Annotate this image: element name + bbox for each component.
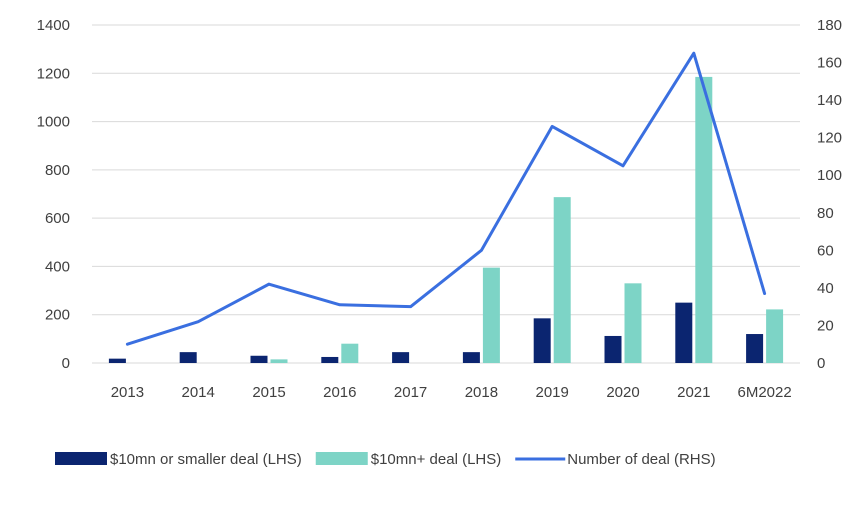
bar — [604, 335, 622, 363]
left-tick-label: 1400 — [37, 17, 70, 34]
bar — [746, 334, 764, 363]
legend-swatch-bar — [315, 452, 368, 465]
x-tick-label: 2016 — [323, 384, 356, 401]
bar — [766, 309, 784, 363]
left-tick-label: 0 — [62, 355, 70, 372]
bar — [108, 358, 126, 363]
legend-label: $10mn or smaller deal (LHS) — [110, 451, 302, 468]
right-tick-label: 140 — [817, 92, 842, 109]
x-tick-label: 2020 — [606, 384, 639, 401]
right-tick-label: 40 — [817, 280, 834, 297]
bar — [533, 318, 551, 363]
bar — [462, 352, 480, 363]
right-tick-label: 100 — [817, 167, 842, 184]
legend: $10mn or smaller deal (LHS) $10mn+ deal (… — [55, 451, 716, 468]
bar — [695, 76, 713, 364]
bar — [250, 355, 268, 363]
right-axis-ticks: 0 20 40 60 80 100 120 140 160 180 — [817, 17, 842, 372]
bar — [341, 343, 359, 363]
right-tick-label: 180 — [817, 17, 842, 34]
left-tick-label: 1200 — [37, 65, 70, 82]
x-tick-label: 2015 — [252, 384, 285, 401]
legend-label: Number of deal (RHS) — [567, 451, 715, 468]
bar — [675, 302, 693, 363]
x-tick-label: 6M2022 — [737, 384, 791, 401]
legend-label: $10mn+ deal (LHS) — [371, 451, 502, 468]
bar — [392, 352, 410, 363]
right-tick-label: 0 — [817, 355, 825, 372]
bar — [179, 352, 197, 363]
x-tick-label: 2014 — [182, 384, 215, 401]
right-tick-label: 60 — [817, 242, 834, 259]
x-tick-label: 2021 — [677, 384, 710, 401]
right-tick-label: 160 — [817, 55, 842, 72]
bar — [482, 267, 500, 363]
bar — [270, 359, 288, 363]
line-series — [125, 51, 767, 346]
x-tick-label: 2017 — [394, 384, 427, 401]
line-series-group — [125, 51, 767, 346]
right-tick-label: 20 — [817, 317, 834, 334]
bar — [624, 283, 642, 363]
right-tick-label: 120 — [817, 130, 842, 147]
bar — [553, 197, 571, 363]
gridlines — [92, 24, 800, 364]
x-tick-label: 2013 — [111, 384, 144, 401]
bar — [321, 356, 339, 363]
x-tick-label: 2018 — [465, 384, 498, 401]
bar-series-group — [108, 76, 784, 364]
left-tick-label: 400 — [45, 258, 70, 275]
right-tick-label: 80 — [817, 205, 834, 222]
left-tick-label: 600 — [45, 210, 70, 227]
left-axis-ticks: 0 200 400 600 800 1000 1200 1400 — [37, 17, 70, 372]
x-tick-label: 2019 — [536, 384, 569, 401]
x-axis-ticks: 2013 2014 2015 2016 2017 2018 2019 2020 2021 6M20… — [111, 384, 792, 401]
legend-swatch-bar — [55, 452, 107, 465]
left-tick-label: 200 — [45, 307, 70, 324]
left-tick-label: 800 — [45, 162, 70, 179]
left-tick-label: 1000 — [37, 114, 70, 131]
